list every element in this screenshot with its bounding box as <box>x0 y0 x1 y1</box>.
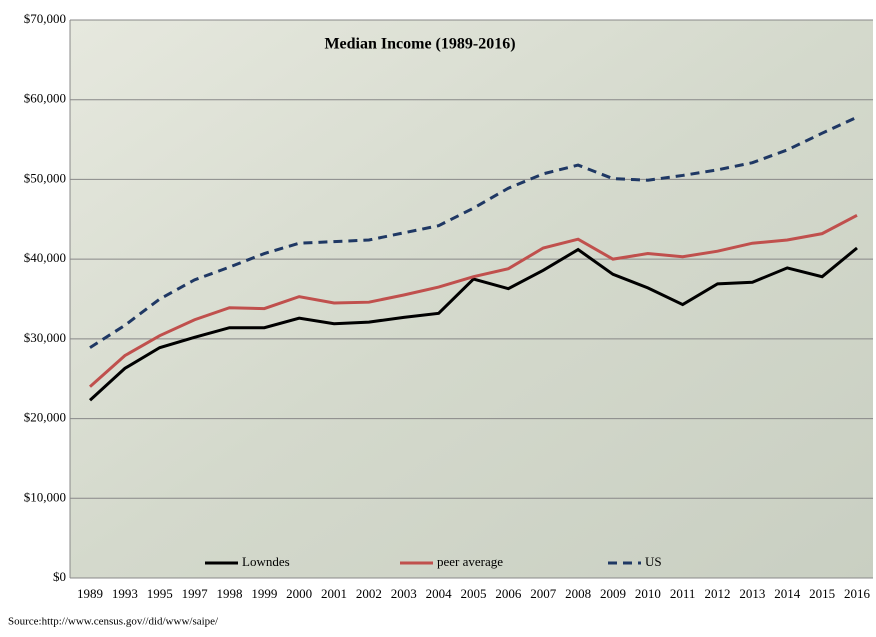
x-tick-label: 2012 <box>705 586 731 601</box>
x-tick-label: 1998 <box>216 586 242 601</box>
y-tick-label: $40,000 <box>24 250 66 265</box>
plot-background <box>70 20 873 578</box>
y-tick-label: $70,000 <box>24 11 66 26</box>
x-tick-label: 2008 <box>565 586 591 601</box>
x-tick-label: 2002 <box>356 586 382 601</box>
x-tick-label: 2015 <box>809 586 835 601</box>
x-tick-label: 1999 <box>251 586 277 601</box>
x-tick-label: 2013 <box>739 586 765 601</box>
x-tick-label: 2011 <box>670 586 696 601</box>
legend-label: peer average <box>437 554 503 569</box>
x-tick-label: 2007 <box>530 586 557 601</box>
x-tick-label: 2001 <box>321 586 347 601</box>
x-tick-label: 2014 <box>774 586 801 601</box>
x-tick-label: 1997 <box>182 586 209 601</box>
x-tick-label: 2009 <box>600 586 626 601</box>
y-tick-label: $20,000 <box>24 410 66 425</box>
y-tick-label: $10,000 <box>24 489 66 504</box>
y-tick-label: $0 <box>53 569 66 584</box>
x-tick-label: 1995 <box>147 586 173 601</box>
x-tick-label: 2006 <box>495 586 522 601</box>
x-tick-label: 1993 <box>112 586 138 601</box>
x-tick-label: 1989 <box>77 586 103 601</box>
x-tick-label: 2005 <box>461 586 487 601</box>
y-tick-label: $50,000 <box>24 170 66 185</box>
legend-label: Lowndes <box>242 554 290 569</box>
x-tick-label: 2003 <box>391 586 417 601</box>
y-tick-label: $60,000 <box>24 91 66 106</box>
x-tick-label: 2004 <box>426 586 453 601</box>
x-tick-label: 2000 <box>286 586 312 601</box>
y-tick-label: $30,000 <box>24 330 66 345</box>
chart-title: Median Income (1989-2016) <box>324 36 515 53</box>
chart: Median Income (1989-2016) Source:http://… <box>0 0 876 637</box>
legend-label: US <box>645 554 662 569</box>
x-tick-label: 2016 <box>844 586 871 601</box>
source-note: Source:http://www.census.gov//did/www/sa… <box>8 616 219 628</box>
x-tick-label: 2010 <box>635 586 661 601</box>
